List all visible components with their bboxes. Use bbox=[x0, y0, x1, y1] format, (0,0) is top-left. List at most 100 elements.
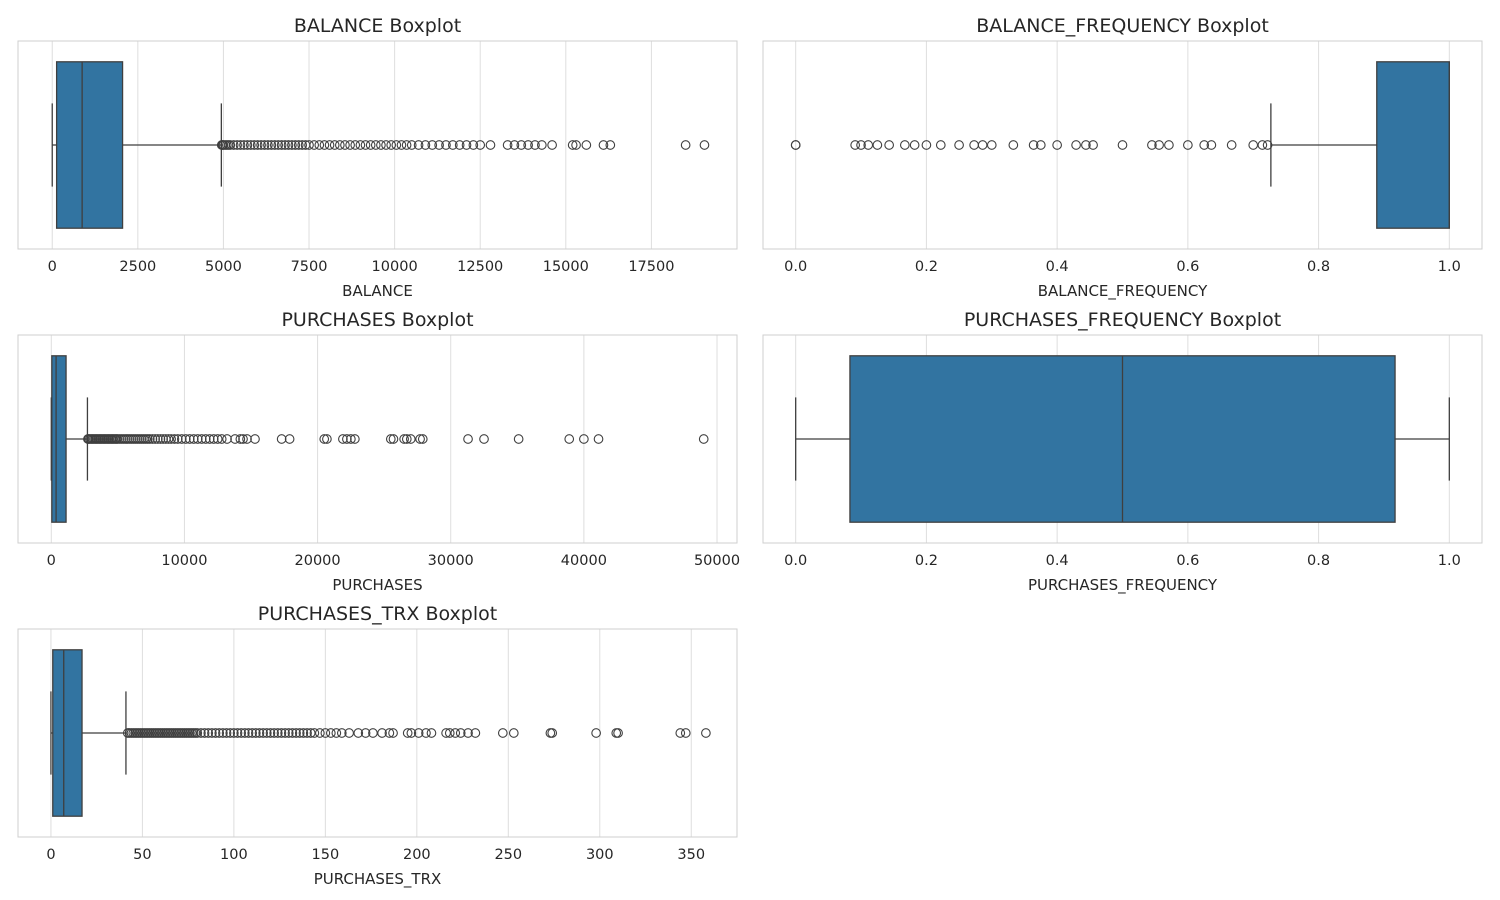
outlier-point bbox=[954, 140, 964, 150]
outlier-point bbox=[579, 434, 589, 444]
outlier-point bbox=[413, 728, 424, 738]
x-tick-label: 50000 bbox=[694, 553, 740, 569]
outlier-point bbox=[230, 434, 240, 444]
outlier-point bbox=[325, 728, 336, 738]
outlier-point bbox=[417, 434, 428, 444]
outlier-point bbox=[698, 434, 709, 444]
outlier-point bbox=[199, 728, 210, 738]
outlier-point bbox=[401, 434, 412, 444]
outlier-point bbox=[1206, 140, 1217, 150]
outlier-point bbox=[214, 728, 225, 738]
outlier-point bbox=[345, 140, 355, 150]
x-tick-label: 0.6 bbox=[1176, 553, 1199, 569]
outlier-point bbox=[252, 140, 263, 150]
outlier-point bbox=[293, 140, 304, 150]
outlier-point bbox=[216, 434, 227, 444]
outlier-point bbox=[155, 434, 166, 444]
outlier-point bbox=[283, 140, 294, 150]
outlier-point bbox=[450, 728, 461, 738]
outlier-point bbox=[242, 434, 252, 444]
panel-title: PURCHASES_TRX Boxplot bbox=[258, 603, 497, 625]
outlier-point bbox=[1226, 140, 1237, 150]
outlier-point bbox=[547, 728, 558, 738]
outlier-point bbox=[302, 728, 312, 738]
outlier-point bbox=[150, 434, 160, 444]
outlier-point bbox=[247, 728, 258, 738]
outlier-point bbox=[680, 140, 691, 150]
outlier-point bbox=[516, 140, 527, 150]
outlier-point bbox=[986, 140, 997, 150]
outlier-point bbox=[340, 140, 350, 150]
outlier-point bbox=[144, 434, 155, 444]
boxplot-panel-4: PURCHASES_FREQUENCY Boxplot 0.0 0.2 0.4 0.6 0… bbox=[762, 309, 1483, 595]
outlier-point bbox=[977, 140, 988, 150]
outlier-point bbox=[497, 728, 508, 738]
x-tick-label: 0.6 bbox=[1176, 259, 1199, 275]
outlier-point bbox=[376, 140, 386, 150]
outlier-point bbox=[605, 140, 616, 150]
outlier-point bbox=[591, 728, 601, 738]
outlier-point bbox=[320, 728, 331, 738]
outlier-point bbox=[298, 728, 309, 738]
outlier-point bbox=[1071, 140, 1081, 150]
outlier-point bbox=[385, 434, 396, 444]
outlier-point bbox=[1117, 140, 1128, 150]
outlier-point bbox=[239, 140, 249, 150]
outlier-point bbox=[196, 728, 206, 738]
outlier-point bbox=[455, 728, 466, 738]
x-tick-label: 0.2 bbox=[915, 259, 938, 275]
x-tick-label: 7500 bbox=[291, 259, 328, 275]
outlier-point bbox=[232, 728, 243, 738]
axes-frame bbox=[17, 334, 738, 544]
x-tick-label: 1.0 bbox=[1438, 553, 1461, 569]
outlier-point bbox=[222, 434, 232, 444]
outlier-point bbox=[212, 434, 223, 444]
outlier-point bbox=[287, 140, 297, 150]
outlier-point bbox=[523, 140, 533, 150]
outlier-point bbox=[1008, 140, 1019, 150]
outlier-point bbox=[228, 140, 239, 150]
x-tick-label: 10000 bbox=[372, 259, 418, 275]
outlier-point bbox=[567, 140, 578, 150]
outlier-point bbox=[315, 728, 325, 738]
outlier-point bbox=[229, 728, 239, 738]
iqr-box bbox=[55, 61, 124, 229]
outlier-point bbox=[884, 140, 895, 150]
outlier-point bbox=[377, 728, 387, 738]
outlier-point bbox=[314, 140, 325, 150]
outlier-point bbox=[245, 140, 256, 150]
outlier-point bbox=[850, 140, 861, 150]
outlier-point bbox=[1028, 140, 1039, 150]
outlier-point bbox=[297, 140, 308, 150]
outlier-point bbox=[1183, 140, 1193, 150]
outlier-point bbox=[509, 140, 520, 150]
outlier-point bbox=[188, 434, 199, 444]
outlier-point bbox=[259, 140, 270, 150]
x-axis-label: PURCHASES_TRX bbox=[314, 870, 442, 889]
outlier-point bbox=[324, 140, 335, 150]
outlier-point bbox=[172, 434, 183, 444]
x-tick-label: 0 bbox=[46, 847, 55, 863]
outlier-point bbox=[338, 434, 348, 444]
outlier-point bbox=[406, 728, 417, 738]
outlier-point bbox=[249, 140, 260, 150]
outlier-point bbox=[463, 728, 473, 738]
axes-frame bbox=[17, 40, 738, 250]
outlier-point bbox=[386, 140, 397, 150]
outlier-point bbox=[1088, 140, 1098, 150]
outlier-point bbox=[269, 728, 279, 738]
x-tick-label: 0 bbox=[48, 259, 57, 275]
outlier-point bbox=[969, 140, 979, 150]
outlier-point bbox=[675, 728, 686, 738]
outlier-point bbox=[1147, 140, 1157, 150]
boxplot-panel-3: PURCHASES Boxplot 0 10000 20000 30000 40000 50… bbox=[17, 309, 740, 594]
outlier-point bbox=[461, 140, 472, 150]
outlier-point bbox=[331, 728, 342, 738]
outlier-point bbox=[1248, 140, 1259, 150]
outlier-point bbox=[210, 728, 221, 738]
outlier-point bbox=[547, 140, 557, 150]
outlier-point bbox=[470, 728, 481, 738]
outlier-point bbox=[444, 728, 455, 738]
outlier-point bbox=[208, 434, 219, 444]
outlier-point bbox=[899, 140, 910, 150]
